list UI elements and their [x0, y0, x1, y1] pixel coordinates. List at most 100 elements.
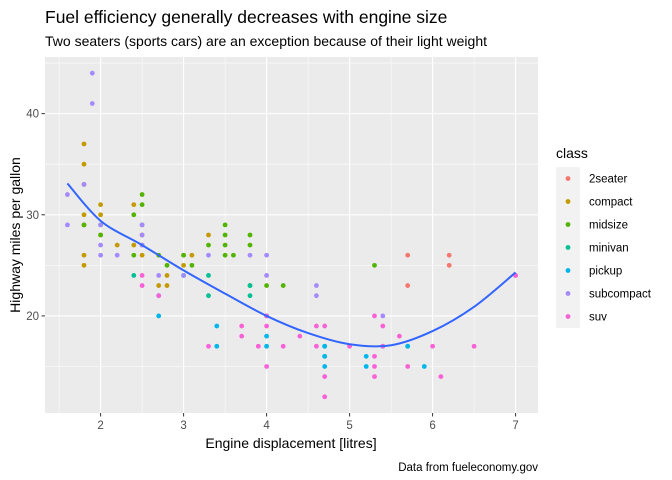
- data-point-subcompact: [98, 222, 104, 228]
- data-point-subcompact: [89, 70, 95, 76]
- chart-subtitle: Two seaters (sports cars) are an excepti…: [45, 33, 487, 49]
- data-point-compact: [81, 212, 87, 218]
- data-point-pickup: [322, 364, 328, 369]
- data-point-2seater: [405, 283, 411, 288]
- x-tick-label: 3: [180, 420, 186, 432]
- data-point-midsize: [247, 242, 253, 248]
- x-axis-title: Engine displacement [litres]: [205, 435, 376, 451]
- data-point-suv: [380, 323, 386, 329]
- data-point-compact: [81, 262, 87, 268]
- data-point-minivan: [247, 283, 253, 288]
- data-point-suv: [372, 374, 377, 379]
- axis-ticks: 2 3 4 5 6 7 20 30 40: [26, 109, 519, 432]
- data-point-subcompact: [264, 252, 270, 258]
- data-point-subcompact: [65, 222, 70, 228]
- data-point-subcompact: [264, 273, 270, 278]
- data-point-suv: [280, 343, 286, 349]
- data-point-compact: [81, 161, 87, 167]
- data-point-suv: [396, 333, 402, 339]
- data-point-subcompact: [81, 182, 87, 187]
- data-point-midsize: [181, 252, 187, 258]
- data-point-midsize: [264, 283, 270, 288]
- data-point-suv: [372, 364, 377, 369]
- legend-label-midsize: midsize: [589, 220, 628, 232]
- legend-key-minivan: [565, 245, 571, 250]
- data-point-compact: [81, 141, 87, 147]
- data-point-suv: [239, 333, 245, 339]
- chart-title: Fuel efficiency generally decreases with…: [45, 7, 447, 27]
- trend-line: [66, 182, 517, 348]
- data-point-pickup: [322, 343, 328, 349]
- data-point-pickup: [214, 343, 220, 349]
- data-point-midsize: [222, 232, 228, 238]
- data-point-suv: [438, 374, 444, 379]
- data-point-midsize: [189, 262, 195, 268]
- data-point-suv: [297, 333, 303, 339]
- data-point-midsize: [131, 212, 137, 218]
- y-tick-label: 40: [26, 109, 39, 121]
- data-point-midsize: [206, 242, 211, 248]
- legend-key-2seater: [565, 176, 571, 181]
- data-point-midsize: [280, 283, 286, 288]
- data-point-midsize: [139, 202, 145, 208]
- data-point-subcompact: [65, 192, 70, 197]
- data-point-suv: [139, 283, 145, 288]
- data-point-compact: [156, 283, 162, 288]
- legend-key-midsize: [565, 222, 571, 227]
- data-point-compact: [164, 273, 170, 278]
- data-point-suv: [430, 343, 435, 349]
- data-point-compact: [139, 252, 145, 258]
- data-point-minivan: [206, 273, 211, 278]
- legend-label-pickup: pickup: [589, 266, 622, 278]
- plot-panel: [45, 57, 538, 413]
- data-point-midsize: [222, 252, 228, 258]
- data-point-suv: [372, 353, 377, 359]
- data-point-subcompact: [380, 313, 386, 319]
- data-point-pickup: [322, 353, 328, 359]
- data-point-suv: [264, 364, 270, 369]
- data-point-pickup: [214, 323, 220, 329]
- y-tick-label: 20: [26, 311, 39, 323]
- data-point-compact: [114, 242, 120, 248]
- data-point-pickup: [264, 343, 270, 349]
- data-points: [65, 70, 518, 400]
- data-point-subcompact: [98, 252, 104, 258]
- y-tick-label: 30: [26, 210, 39, 222]
- legend-key-suv: [565, 314, 571, 319]
- data-point-suv: [313, 323, 319, 329]
- data-point-subcompact: [139, 232, 145, 238]
- legend: class 2seater compact midsize minivan pickup…: [556, 145, 652, 328]
- data-point-subcompact: [247, 252, 253, 258]
- data-point-pickup: [264, 333, 270, 339]
- data-point-suv: [239, 323, 245, 329]
- data-point-suv: [313, 343, 319, 349]
- data-point-suv: [255, 343, 261, 349]
- data-point-compact: [81, 252, 87, 258]
- data-point-suv: [206, 343, 211, 349]
- data-point-2seater: [446, 252, 452, 258]
- data-point-compact: [181, 262, 187, 268]
- data-point-suv: [264, 323, 270, 329]
- legend-label-subcompact: subcompact: [589, 289, 652, 301]
- data-point-midsize: [139, 192, 145, 197]
- legend-key-compact: [565, 199, 571, 204]
- legend-label-suv: suv: [589, 312, 607, 324]
- data-point-pickup: [421, 364, 427, 369]
- data-point-midsize: [131, 252, 137, 258]
- data-point-compact: [131, 202, 137, 208]
- data-point-subcompact: [114, 252, 120, 258]
- data-point-compact: [98, 202, 104, 208]
- data-point-midsize: [247, 232, 253, 238]
- legend-label-compact: compact: [589, 197, 633, 209]
- data-point-pickup: [363, 353, 369, 359]
- data-point-subcompact: [89, 101, 95, 106]
- data-point-2seater: [446, 262, 452, 268]
- data-point-compact: [189, 252, 195, 258]
- data-point-midsize: [222, 222, 228, 228]
- data-point-subcompact: [181, 273, 187, 278]
- data-point-suv: [156, 293, 162, 299]
- grid-minor: [45, 57, 538, 413]
- legend-label-minivan: minivan: [589, 243, 629, 255]
- data-point-compact: [206, 232, 211, 238]
